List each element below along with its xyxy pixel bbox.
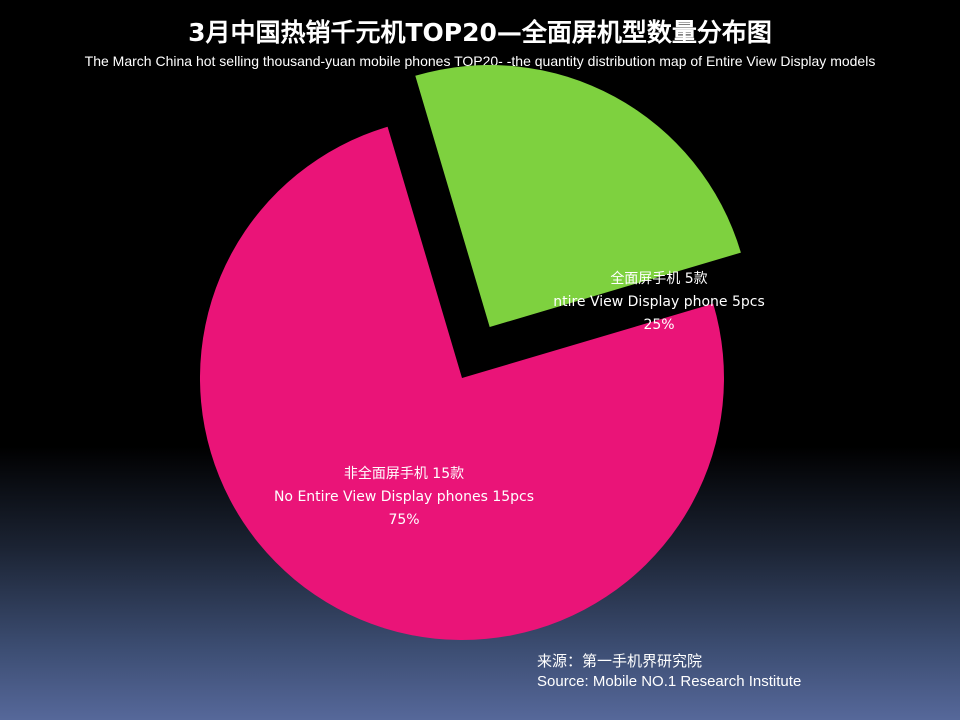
slice-label-no-entire-view-cn: 非全面屏手机 15款 bbox=[344, 465, 464, 482]
chart-subtitle: The March China hot selling thousand-yua… bbox=[84, 53, 876, 69]
pie-slice-entire-view bbox=[415, 65, 741, 327]
slice-label-entire-view-percent: 25% bbox=[643, 317, 674, 333]
chart-title: 3月中国热销千元机TOP20—全面屏机型数量分布图 bbox=[188, 18, 772, 47]
slice-label-no-entire-view-en: No Entire View Display phones 15pcs bbox=[274, 489, 534, 505]
source-en: Source: Mobile NO.1 Research Institute bbox=[537, 673, 802, 690]
slice-label-entire-view-en: ntire View Display phone 5pcs bbox=[553, 294, 765, 310]
pie-slice-no-entire-view bbox=[199, 126, 724, 641]
slice-label-entire-view-cn: 全面屏手机 5款 bbox=[610, 270, 707, 287]
source-note: 来源：第一手机界研究院 Source: Mobile NO.1 Research… bbox=[537, 652, 801, 692]
slice-label-no-entire-view-percent: 75% bbox=[388, 512, 419, 528]
source-cn: 来源：第一手机界研究院 bbox=[537, 653, 703, 670]
